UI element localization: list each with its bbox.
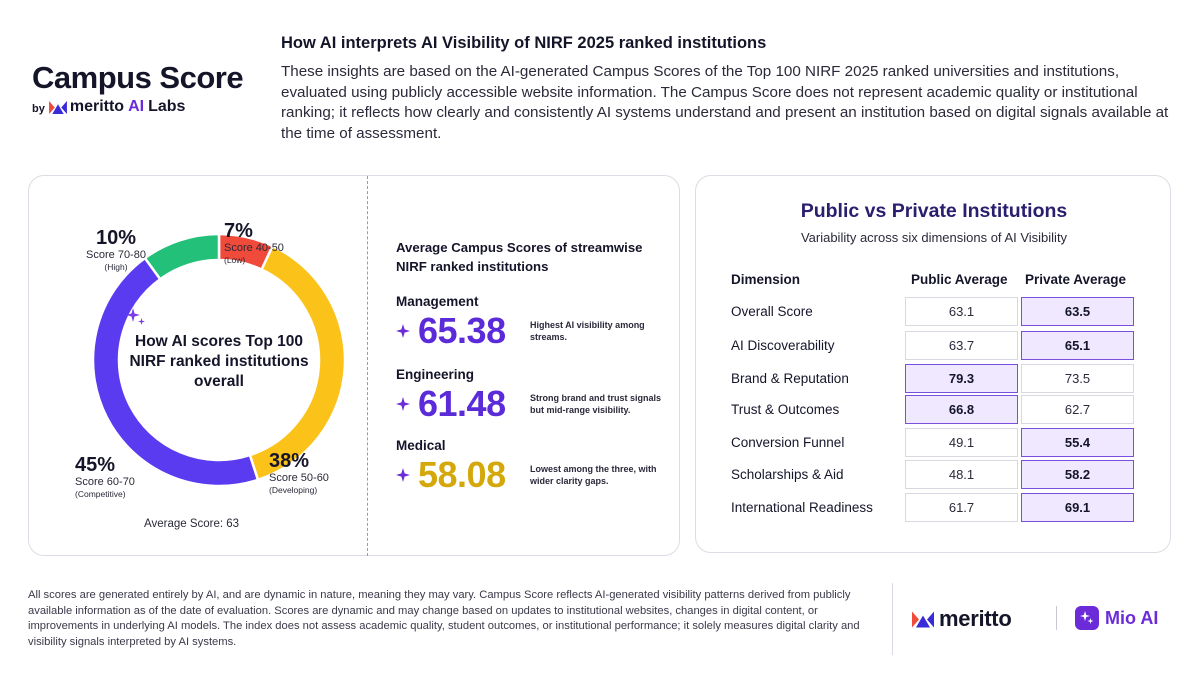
- table-cell-public: 48.1: [905, 460, 1018, 489]
- table-cell-public: 63.7: [905, 331, 1018, 360]
- table-row: Conversion Funnel 49.1 55.4: [696, 428, 1172, 459]
- table-cell-dimension: Brand & Reputation: [731, 371, 849, 386]
- footer-divider: [892, 583, 893, 655]
- footer-logo-divider: [1056, 606, 1057, 630]
- table-cell-dimension: International Readiness: [731, 500, 873, 515]
- slice-tier: (Competitive): [75, 489, 126, 499]
- slice-tier: (Developing): [269, 485, 318, 495]
- slice-label-developing: 38% Score 50-60 (Developing): [269, 450, 329, 496]
- table-cell-private: 65.1: [1021, 331, 1134, 360]
- table-row: Scholarships & Aid 48.1 58.2: [696, 460, 1172, 491]
- mio-badge-icon: [1075, 606, 1099, 630]
- mio-ai-logo: Mio AI: [1075, 606, 1158, 630]
- donut-chart: [91, 232, 347, 488]
- table-title: Public vs Private Institutions: [800, 200, 1068, 222]
- sparkle-icon: [396, 468, 410, 482]
- public-private-panel: Public vs Private Institutions Variabili…: [695, 175, 1171, 553]
- slice-range: Score 70-80: [86, 249, 146, 261]
- sparkle-icon: [126, 308, 145, 325]
- column-header-dimension: Dimension: [731, 272, 801, 287]
- table-row: Brand & Reputation 79.3 73.5: [696, 364, 1172, 395]
- slice-range: Score 40-50: [224, 242, 284, 254]
- table-cell-dimension: Overall Score: [731, 304, 813, 319]
- stream-value: 61.48: [418, 383, 506, 424]
- donut-slice-high: [143, 232, 221, 281]
- stream-name: Management: [396, 294, 479, 309]
- table-row: International Readiness 61.7 69.1: [696, 493, 1172, 524]
- sparkle-icon: [396, 324, 410, 338]
- sparkle-icon: [1080, 611, 1094, 624]
- stream-note: Lowest among the three, with wider clari…: [530, 464, 657, 486]
- slice-label-competitive: 45% Score 60-70 (Competitive): [75, 454, 135, 500]
- stream-name: Medical: [396, 438, 446, 453]
- table-subtitle: Variability across six dimensions of AI …: [800, 230, 1068, 245]
- slice-range: Score 60-70: [75, 476, 135, 488]
- overall-scores-panel: How AI scores Top 100 NIRF ranked instit…: [28, 175, 680, 556]
- meritto-logo: meritto: [912, 606, 1012, 632]
- slice-tier: (High): [104, 262, 128, 272]
- brand-subline: by meritto AI Labs: [32, 98, 243, 116]
- stream-value: 65.38: [418, 310, 506, 351]
- stream-note: Strong brand and trust signals but mid-r…: [530, 393, 662, 415]
- table-cell-public: 66.8: [905, 395, 1018, 424]
- donut-center-text: How AI scores Top 100 NIRF ranked instit…: [129, 333, 309, 390]
- meritto-wordmark: meritto: [939, 606, 1012, 631]
- table-cell-public: 61.7: [905, 493, 1018, 522]
- stream-management: Management 65.38 Highest AI visibility a…: [396, 294, 670, 351]
- slice-range: Score 50-60: [269, 472, 329, 484]
- table-cell-private: 55.4: [1021, 428, 1134, 457]
- table-cell-public: 49.1: [905, 428, 1018, 457]
- meritto-mark-icon: [912, 611, 934, 627]
- meritto-mark-icon: [48, 100, 67, 114]
- slice-pct: 45%: [75, 454, 116, 476]
- average-score-label: Average Score: 63: [144, 518, 240, 530]
- brand-ai: AI: [128, 98, 145, 115]
- brand-logo: Campus Score by meritto AI Labs: [32, 60, 244, 116]
- brand-labs: Labs: [148, 98, 186, 115]
- table-cell-private: 73.5: [1021, 364, 1134, 393]
- table-cell-private: 62.7: [1021, 395, 1134, 424]
- table-cell-dimension: Trust & Outcomes: [731, 402, 840, 417]
- column-header-public: Public Average: [911, 272, 1008, 287]
- slice-pct: 7%: [224, 220, 253, 242]
- brand-company: meritto: [69, 98, 125, 115]
- mio-ai-wordmark: Mio AI: [1105, 607, 1159, 628]
- column-header-private: Private Average: [1025, 272, 1127, 287]
- donut-center-label: How AI scores Top 100 NIRF ranked instit…: [124, 306, 314, 392]
- stream-medical: Medical 58.08 Lowest among the three, wi…: [396, 438, 670, 495]
- slice-tier: (Low): [224, 255, 246, 265]
- stream-engineering: Engineering 61.48 Strong brand and trust…: [396, 367, 670, 424]
- stream-note: Highest AI visibility among streams.: [530, 320, 645, 342]
- brand-by: by: [32, 102, 45, 115]
- table-cell-private: 58.2: [1021, 460, 1134, 489]
- stream-scores-title: Average Campus Scores of streamwise NIRF…: [396, 240, 643, 274]
- donut-slice-competitive: [91, 256, 260, 488]
- stream-name: Engineering: [396, 367, 475, 382]
- panel-divider: [367, 176, 368, 556]
- slice-pct: 38%: [269, 450, 310, 472]
- brand-title: Campus Score: [32, 60, 244, 95]
- table-row: Trust & Outcomes 66.8 62.7: [696, 395, 1172, 426]
- table-cell-public: 79.3: [905, 364, 1018, 393]
- table-row: Overall Score 63.1 63.5: [696, 297, 1172, 328]
- table-cell-public: 63.1: [905, 297, 1018, 326]
- footer-disclaimer: All scores are generated entirely by AI,…: [28, 589, 860, 648]
- table-cell-dimension: Conversion Funnel: [731, 435, 845, 450]
- table-row: AI Discoverability 63.7 65.1: [696, 331, 1172, 362]
- stream-value: 58.08: [418, 454, 506, 495]
- table-cell-dimension: AI Discoverability: [731, 338, 835, 353]
- table-cell-private: 69.1: [1021, 493, 1134, 522]
- page-headline: How AI interprets AI Visibility of NIRF …: [281, 34, 767, 52]
- slice-pct: 10%: [95, 227, 137, 249]
- slice-label-low: 7% Score 40-50 (Low): [224, 220, 284, 266]
- slice-label-high: 10% Score 70-80 (High): [77, 227, 155, 273]
- table-cell-private: 63.5: [1021, 297, 1134, 326]
- sparkle-icon: [396, 397, 410, 411]
- intro-paragraph: These insights are based on the AI-gener…: [281, 63, 1169, 142]
- table-cell-dimension: Scholarships & Aid: [731, 467, 844, 482]
